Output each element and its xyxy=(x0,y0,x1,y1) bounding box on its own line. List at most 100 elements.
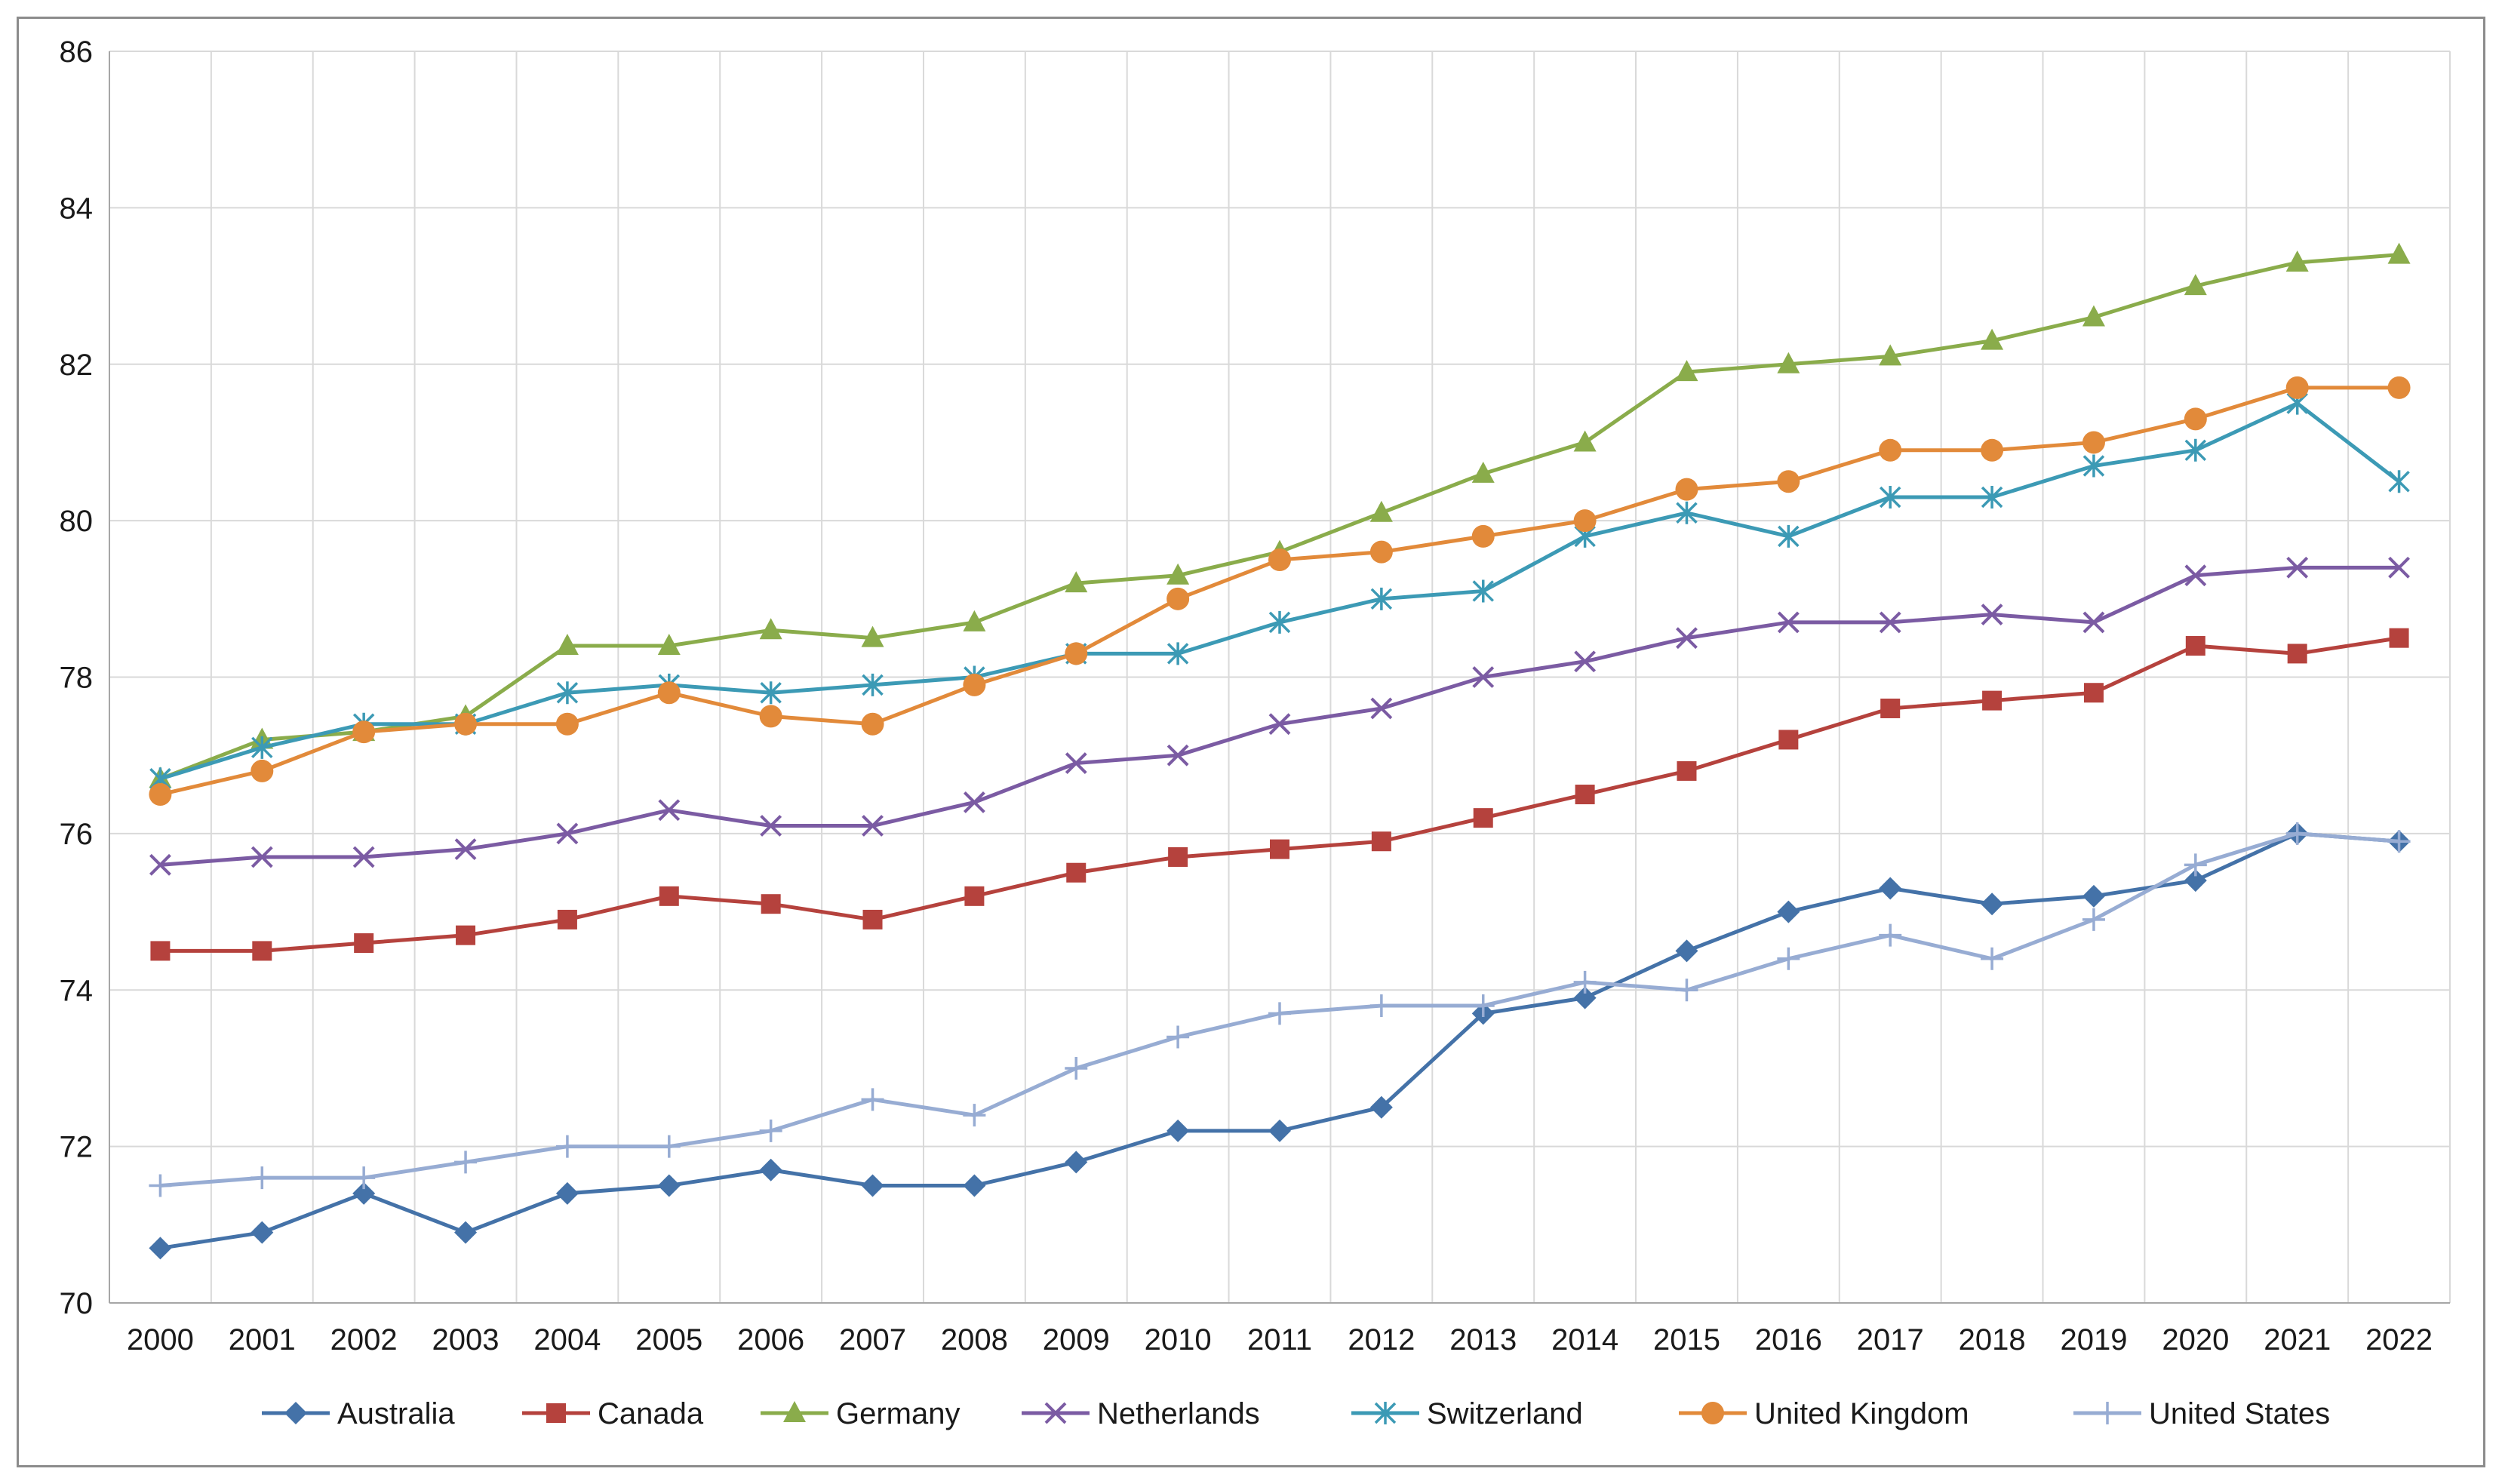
x-tick-label: 2003 xyxy=(432,1323,499,1356)
data-point-australia xyxy=(1675,939,1698,963)
data-point-netherlands xyxy=(556,822,579,845)
data-point-united-kingdom xyxy=(555,712,579,736)
data-point-germany xyxy=(1879,344,1902,366)
data-point-netherlands xyxy=(1676,627,1698,650)
data-point-germany xyxy=(2184,274,2207,296)
data-point-switzerland xyxy=(862,673,884,696)
data-point-united-kingdom xyxy=(2285,376,2309,399)
data-point-australia xyxy=(352,1181,376,1205)
y-tick-label: 76 xyxy=(60,818,94,851)
x-tick-label: 2013 xyxy=(1449,1323,1517,1356)
data-point-canada xyxy=(862,909,883,929)
x-tick-label: 2021 xyxy=(2264,1323,2331,1356)
y-tick-label: 84 xyxy=(60,192,94,225)
x-tick-label: 2012 xyxy=(1348,1323,1415,1356)
data-point-switzerland xyxy=(2388,470,2410,493)
data-point-germany xyxy=(1981,328,2004,350)
x-tick-label: 2014 xyxy=(1551,1323,1618,1356)
x-tick-label: 2000 xyxy=(127,1323,194,1356)
data-point-netherlands xyxy=(2082,611,2105,634)
data-point-germany xyxy=(1065,571,1088,593)
data-point-united-kingdom xyxy=(1777,470,1800,493)
data-point-canada xyxy=(1982,690,2003,711)
y-tick-label: 86 xyxy=(60,35,94,69)
data-point-switzerland xyxy=(1676,501,1698,524)
x-tick-label: 2010 xyxy=(1145,1323,1212,1356)
data-point-netherlands xyxy=(760,815,782,837)
data-point-germany xyxy=(1675,360,1698,382)
legend-label: Switzerland xyxy=(1427,1397,1583,1430)
data-point-canada xyxy=(659,886,679,906)
data-point-australia xyxy=(2082,884,2105,908)
series-line-australia xyxy=(160,831,2399,1250)
x-tick-label: 2002 xyxy=(330,1323,398,1356)
data-point-netherlands xyxy=(2184,564,2207,587)
data-point-canada xyxy=(150,941,171,961)
series-united-states xyxy=(149,822,2411,1197)
series-germany xyxy=(149,242,2411,788)
data-point-netherlands xyxy=(1472,666,1495,688)
y-tick-label: 72 xyxy=(60,1131,94,1164)
data-point-canada xyxy=(2083,683,2104,703)
data-point-germany xyxy=(1471,461,1495,483)
data-point-united-states xyxy=(861,1088,884,1111)
legend-item-australia: Australia xyxy=(262,1397,455,1430)
legend-label: United Kingdom xyxy=(1754,1397,1969,1430)
y-tick-label: 80 xyxy=(60,505,94,538)
series-switzerland xyxy=(149,392,2410,791)
data-point-united-kingdom xyxy=(1166,587,1190,610)
data-point-germany xyxy=(2082,305,2105,327)
data-point-united-kingdom xyxy=(1471,524,1495,548)
x-tick-label: 2009 xyxy=(1043,1323,1110,1356)
data-point-netherlands xyxy=(352,846,375,868)
data-point-united-kingdom xyxy=(759,705,782,728)
legend-marker-canada xyxy=(546,1403,566,1423)
data-point-united-kingdom xyxy=(963,673,986,696)
data-point-united-kingdom xyxy=(1065,642,1088,665)
grid xyxy=(109,51,2451,1303)
data-point-canada xyxy=(456,925,476,945)
data-point-australia xyxy=(1369,1095,1393,1119)
data-point-switzerland xyxy=(1778,524,1800,548)
legend-label: Australia xyxy=(337,1397,455,1430)
data-point-netherlands xyxy=(149,853,171,876)
legend-marker-united-kingdom xyxy=(1701,1402,1724,1424)
y-tick-label: 74 xyxy=(60,974,94,1007)
x-tick-label: 2007 xyxy=(839,1323,906,1356)
data-point-netherlands xyxy=(658,799,681,822)
data-point-switzerland xyxy=(2184,438,2207,462)
data-point-canada xyxy=(557,909,577,929)
data-point-switzerland xyxy=(556,681,579,705)
data-point-germany xyxy=(1573,430,1597,452)
data-point-netherlands xyxy=(862,815,884,837)
data-point-australia xyxy=(149,1237,172,1260)
data-point-canada xyxy=(761,894,781,914)
data-point-united-states xyxy=(1268,1002,1291,1025)
data-point-united-states xyxy=(251,1166,274,1190)
data-point-united-states xyxy=(1573,970,1597,994)
legend-item-netherlands: Netherlands xyxy=(1022,1397,1260,1430)
data-point-netherlands xyxy=(251,846,273,868)
data-point-switzerland xyxy=(1166,642,1189,665)
data-point-united-kingdom xyxy=(352,720,376,744)
data-point-united-states xyxy=(1065,1056,1088,1080)
data-point-united-kingdom xyxy=(1369,540,1393,564)
legend-item-switzerland: Switzerland xyxy=(1351,1397,1583,1430)
x-tick-label: 2019 xyxy=(2060,1323,2127,1356)
data-point-netherlands xyxy=(1981,604,2003,625)
series-australia xyxy=(149,822,2411,1260)
line-chart: 70 72 74 76 78 80 82 84 86 2000 2001 2002 2003 2004 20… xyxy=(60,35,2451,1430)
data-point-australia xyxy=(1777,900,1800,923)
data-point-canada xyxy=(2287,644,2307,664)
data-point-canada xyxy=(1575,785,1595,805)
data-point-germany xyxy=(2387,242,2411,264)
data-point-united-states xyxy=(1166,1025,1190,1049)
legend-marker-netherlands xyxy=(1044,1402,1067,1424)
series-line-canada xyxy=(160,636,2399,953)
data-point-australia xyxy=(657,1174,681,1197)
data-point-united-kingdom xyxy=(2082,431,2105,454)
data-point-united-states xyxy=(149,1174,172,1197)
x-tick-label: 2008 xyxy=(941,1323,1008,1356)
data-point-canada xyxy=(1778,730,1799,750)
series-line-germany xyxy=(159,253,2399,781)
